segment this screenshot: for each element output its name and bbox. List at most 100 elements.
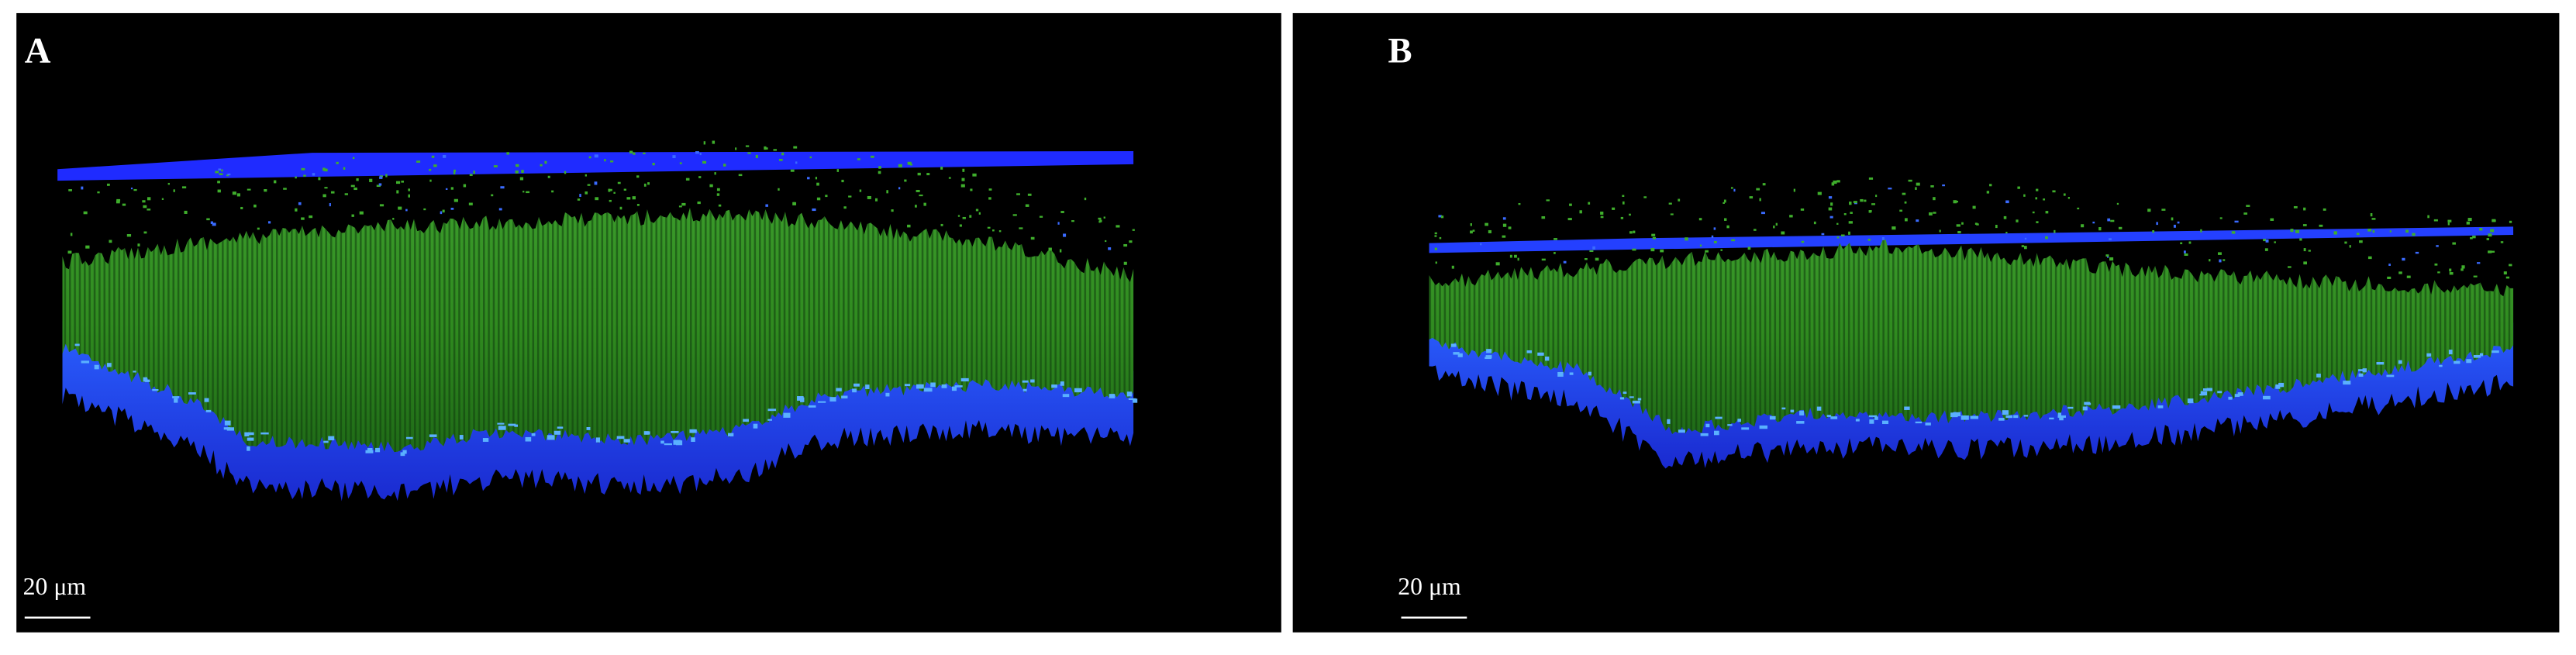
speck: [218, 168, 222, 171]
speck: [2323, 208, 2326, 211]
speck: [2217, 391, 2223, 394]
speck: [1588, 202, 1591, 205]
speck: [1554, 252, 1556, 254]
speck: [2466, 359, 2472, 364]
speck: [247, 432, 254, 436]
speck: [67, 250, 72, 254]
speck: [987, 226, 991, 229]
speck: [1678, 429, 1685, 433]
speck: [1123, 243, 1128, 247]
speck: [318, 177, 321, 181]
speck: [1123, 261, 1127, 265]
speck: [1129, 240, 1133, 243]
speck: [429, 179, 432, 182]
speck: [274, 180, 277, 184]
speck: [405, 436, 413, 440]
speck: [1039, 215, 1043, 218]
speck: [609, 188, 612, 191]
speck: [962, 168, 965, 172]
speck: [212, 222, 216, 226]
speck: [2109, 257, 2114, 261]
speck: [1733, 188, 1736, 192]
speck: [1650, 248, 1655, 252]
speck: [2265, 239, 2269, 243]
speck: [1939, 229, 1941, 233]
speck: [1698, 218, 1702, 221]
speck: [675, 440, 683, 446]
speck: [167, 182, 170, 185]
speck: [152, 388, 159, 391]
speck: [1916, 219, 1919, 222]
speck: [1731, 239, 1736, 242]
speck: [1713, 227, 1716, 230]
speck: [2237, 392, 2243, 396]
speck: [350, 184, 355, 188]
speck: [716, 193, 720, 196]
speck: [204, 398, 209, 402]
speck: [1836, 222, 1839, 225]
speck: [1660, 249, 1664, 253]
speck: [738, 174, 743, 177]
speck: [886, 190, 888, 194]
speck: [681, 202, 686, 206]
speck: [940, 223, 943, 226]
speck: [898, 164, 902, 167]
speck: [1864, 199, 1867, 202]
speck: [2278, 382, 2285, 388]
speck: [1060, 381, 1064, 386]
speck: [2023, 246, 2027, 250]
speck: [126, 234, 132, 237]
speck: [859, 189, 862, 192]
speck: [2077, 207, 2080, 210]
speck: [1882, 420, 1889, 425]
speck: [691, 437, 695, 443]
speck: [626, 197, 631, 200]
speck: [2295, 229, 2300, 233]
speck: [2449, 272, 2454, 275]
speck: [1457, 353, 1463, 357]
speck: [147, 197, 151, 201]
speck: [2052, 190, 2056, 193]
speck: [2398, 360, 2402, 364]
speck: [1713, 430, 1719, 436]
speck: [2023, 194, 2026, 197]
speck: [1600, 215, 1604, 219]
speck: [1537, 352, 1544, 356]
speck: [1632, 248, 1636, 251]
speck: [2054, 229, 2056, 233]
speck: [1904, 218, 1908, 222]
speck: [1925, 422, 1931, 426]
speck: [408, 194, 410, 198]
speck: [2472, 235, 2476, 239]
speck: [1502, 217, 1506, 220]
speck: [816, 197, 821, 201]
speck: [557, 426, 564, 429]
speck: [2505, 276, 2510, 279]
speck: [473, 171, 475, 174]
speck: [283, 188, 287, 190]
speck: [671, 430, 679, 433]
speck: [1544, 356, 1550, 361]
speck: [68, 189, 72, 191]
speck: [493, 165, 498, 167]
speck: [301, 167, 305, 171]
speck: [385, 174, 388, 178]
speck: [904, 179, 907, 182]
speck: [1126, 391, 1133, 397]
speck: [2333, 231, 2337, 235]
speck: [2036, 188, 2039, 191]
speck: [1569, 203, 1572, 206]
speck: [416, 160, 421, 163]
speck: [1891, 226, 1896, 230]
surface-layer: [62, 140, 2514, 502]
speck: [1781, 231, 1785, 235]
speck: [142, 200, 146, 203]
speck: [783, 412, 791, 418]
speck: [1737, 419, 1742, 422]
speck: [1915, 421, 1923, 424]
speck: [2370, 213, 2373, 217]
speck: [2067, 406, 2074, 409]
speck: [2187, 398, 2194, 404]
speck: [1870, 209, 1872, 212]
speck: [1954, 200, 1959, 203]
